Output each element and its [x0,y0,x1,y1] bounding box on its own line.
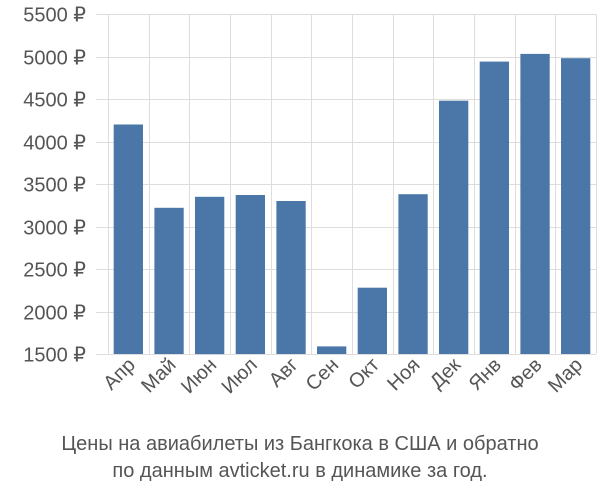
x-tick-label: Сен [302,354,343,395]
y-tick-label: 1500 ₽ [23,345,86,367]
x-tick-label: Апр [99,354,140,395]
bars-layer [113,53,591,355]
x-tick-label: Июн [177,354,221,398]
y-tick-label: 4000 ₽ [23,133,86,155]
y-axis: 1500 ₽ 2000 ₽ 2500 ₽ 3000 ₽ 3500 ₽ 4000 ₽ 4500… [23,5,86,367]
x-tick-label: Фев [505,354,547,396]
x-tick-label: Окт [344,354,383,393]
bar-6 [317,346,347,354]
bar-10 [479,61,509,354]
x-tick-label: Авг [265,354,303,392]
y-tick-label: 3000 ₽ [23,218,86,240]
chart-caption-line-1: Цены на авиабилеты из Бангкока в США и о… [61,433,539,455]
y-tick-label: 5500 ₽ [23,5,86,27]
bar-1 [113,124,143,354]
x-tick-label: Ноя [383,354,424,395]
bar-2 [154,207,184,354]
bar-9 [439,100,469,354]
y-tick-label: 5000 ₽ [23,48,86,70]
grid-layer [96,14,597,355]
y-tick-label: 2500 ₽ [23,260,86,282]
x-tick-label: Мар [544,354,587,397]
y-tick-label: 4500 ₽ [23,90,86,112]
y-tick-label: 3500 ₽ [23,175,86,197]
chart-caption-line-2: по данным avticket.ru в динамике за год. [112,460,488,482]
x-tick-label: Дек [426,354,465,393]
bar-8 [398,194,428,354]
x-tick-label: Май [137,354,180,397]
bar-5 [276,201,306,354]
bar-12 [561,58,591,354]
bar-11 [520,53,550,355]
bar-3 [195,196,225,355]
x-tick-label: Янв [465,354,506,395]
bar-7 [357,287,387,354]
bar-4 [235,195,265,354]
x-tick-label: Июл [218,354,262,398]
y-tick-label: 2000 ₽ [23,303,86,325]
